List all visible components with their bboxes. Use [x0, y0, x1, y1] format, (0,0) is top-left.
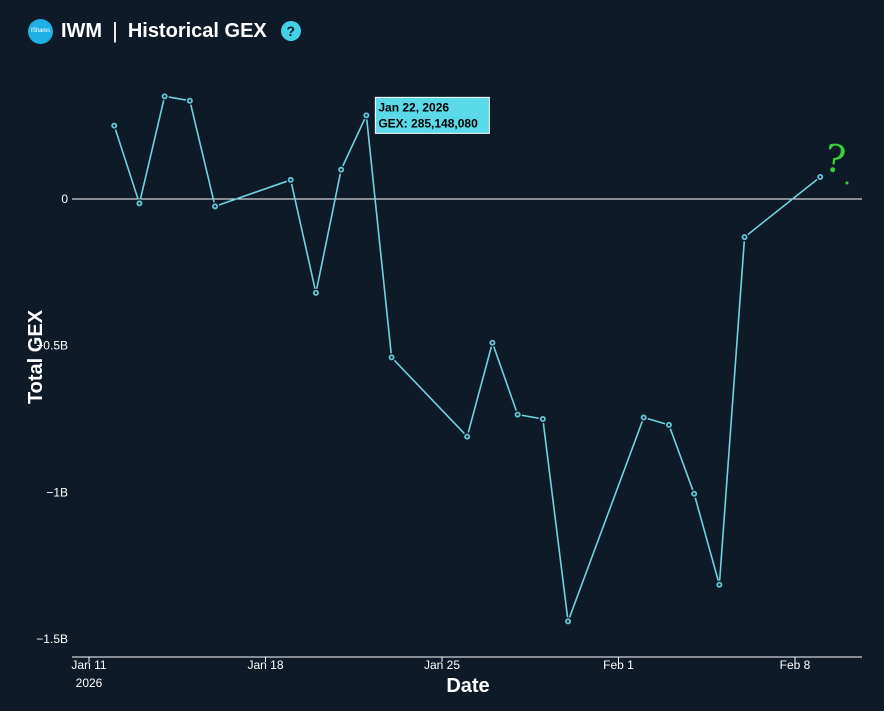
x-axis: Jan 11 Jan 18 Jan 25 Feb 1 Feb 8 2026	[71, 657, 811, 690]
question-circle-icon[interactable]: ?	[280, 21, 301, 41]
data-point-center	[819, 175, 822, 179]
data-point-center	[516, 413, 519, 416]
y-tick-label: −0.5B	[36, 339, 68, 353]
data-point-center	[566, 620, 570, 623]
data-point-center	[188, 99, 192, 102]
ticker-label: IWM	[61, 19, 103, 42]
data-point-center	[138, 202, 141, 205]
help-symbol: ?	[286, 23, 296, 39]
x-tick-label: Feb 8	[780, 658, 811, 672]
x-tick-label: Jan 25	[424, 658, 460, 672]
series-markers	[110, 92, 825, 626]
data-point-center	[718, 583, 721, 586]
annotation-dot	[845, 181, 849, 185]
x-tick-label: Jan 18	[247, 658, 283, 672]
y-tick-label: −1.5B	[36, 632, 68, 646]
data-point-center	[743, 235, 746, 239]
y-axis: 0 −0.5B −1B −1.5B	[36, 192, 68, 646]
x-tick-label: Feb 1	[603, 658, 634, 672]
data-point-center	[314, 291, 318, 295]
data-point-center	[113, 124, 116, 127]
x-tick-label: Jan 11	[71, 658, 106, 672]
data-point-center	[642, 416, 645, 419]
data-point-center	[541, 417, 545, 421]
hover-tooltip: Jan 22, 2026 GEX: 285,148,080	[374, 96, 490, 134]
data-point-center	[163, 95, 166, 98]
title-separator: |	[112, 18, 118, 43]
data-point-center	[390, 356, 393, 359]
tooltip-value: GEX: 285,148,080	[378, 116, 478, 130]
x-tick-year-label: 2026	[76, 676, 103, 690]
y-axis-title: Total GEX	[25, 309, 47, 404]
page-title: Historical GEX	[127, 19, 267, 42]
data-point-center	[692, 492, 696, 495]
ishares-logo: iShares	[28, 18, 53, 44]
data-point-center	[365, 114, 368, 117]
logo-text: iShares	[31, 28, 50, 34]
y-tick-label: −1B	[46, 485, 68, 499]
x-axis-title: Date	[446, 675, 489, 697]
data-point-center	[213, 205, 217, 208]
data-point-center	[289, 178, 292, 182]
chart-header: iShares IWM | Historical GEX ?	[28, 16, 301, 46]
data-point-center	[667, 423, 671, 427]
data-point-center	[491, 341, 494, 344]
tooltip-background	[374, 96, 490, 134]
tooltip-date: Jan 22, 2026	[378, 100, 449, 114]
y-tick-label: 0	[61, 192, 68, 206]
series-line	[113, 95, 821, 622]
data-point-center	[466, 435, 469, 438]
data-point-center	[339, 168, 343, 171]
question-mark-annotation: ?	[822, 136, 848, 182]
